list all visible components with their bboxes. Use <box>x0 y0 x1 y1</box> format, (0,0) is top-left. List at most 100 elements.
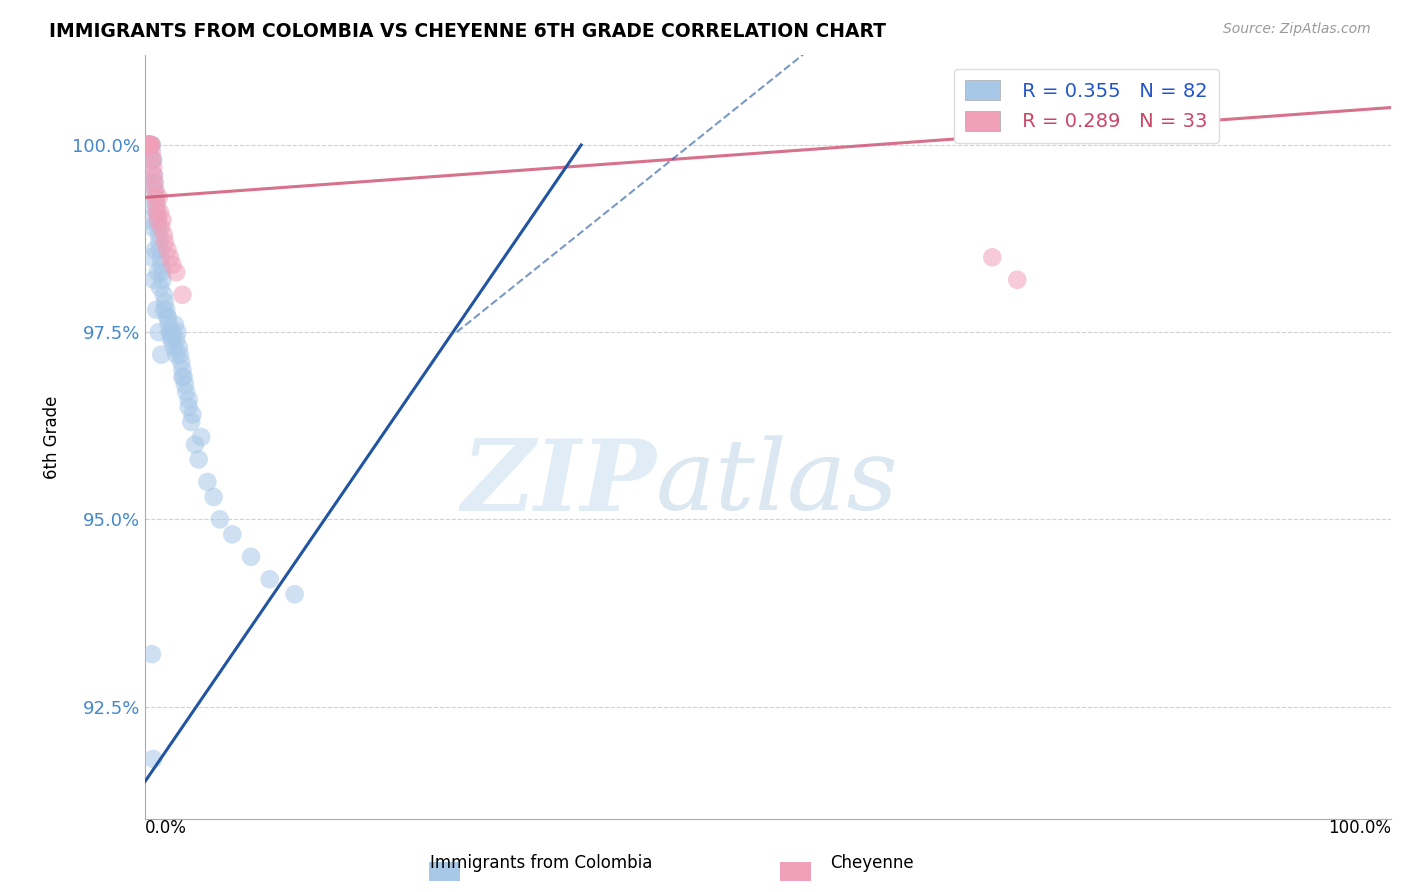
Point <box>159 325 181 339</box>
Text: Immigrants from Colombia: Immigrants from Colombia <box>430 855 652 872</box>
Point <box>145 302 167 317</box>
Point <box>141 647 163 661</box>
Point <box>152 302 174 317</box>
Point <box>138 138 160 153</box>
Point <box>162 333 184 347</box>
Point <box>141 138 163 153</box>
Point <box>146 220 169 235</box>
Point <box>152 212 174 227</box>
Point <box>149 250 172 264</box>
Point <box>136 138 159 153</box>
Point <box>177 392 200 407</box>
Point <box>169 348 191 362</box>
Point <box>138 138 160 153</box>
Point <box>173 370 195 384</box>
Point <box>162 325 184 339</box>
Point <box>146 265 169 279</box>
Point <box>153 235 176 250</box>
Point <box>138 138 160 153</box>
Point <box>143 183 166 197</box>
Point <box>142 153 165 167</box>
Point <box>150 348 173 362</box>
Point <box>148 235 170 250</box>
Point <box>135 138 157 153</box>
Point <box>143 183 166 197</box>
Point <box>162 258 184 272</box>
Point <box>136 138 159 153</box>
Point <box>163 318 186 332</box>
Point <box>141 138 163 153</box>
Point <box>152 287 174 301</box>
Point <box>139 138 162 153</box>
Point <box>172 370 194 384</box>
Point <box>187 452 209 467</box>
Point <box>197 475 219 489</box>
Point <box>152 227 174 242</box>
Point <box>174 385 197 400</box>
Point <box>136 138 159 153</box>
Point <box>156 310 179 325</box>
Point <box>150 265 173 279</box>
Point <box>159 250 181 264</box>
Point <box>136 138 159 153</box>
Point <box>145 198 167 212</box>
Point <box>981 250 1004 264</box>
Point <box>150 220 173 235</box>
Point <box>141 250 163 264</box>
Y-axis label: 6th Grade: 6th Grade <box>44 395 60 479</box>
Text: 0.0%: 0.0% <box>145 819 187 837</box>
Point <box>142 153 165 167</box>
Point <box>156 243 179 257</box>
Text: IMMIGRANTS FROM COLOMBIA VS CHEYENNE 6TH GRADE CORRELATION CHART: IMMIGRANTS FROM COLOMBIA VS CHEYENNE 6TH… <box>49 22 886 41</box>
Point <box>142 752 165 766</box>
Point <box>208 512 231 526</box>
Point <box>146 212 169 227</box>
Point <box>139 138 162 153</box>
Point <box>167 340 190 354</box>
Point <box>145 190 167 204</box>
Point <box>136 138 159 153</box>
Point <box>138 138 160 153</box>
Point <box>142 161 165 175</box>
Point <box>157 318 180 332</box>
Point <box>156 310 179 325</box>
Point <box>172 362 194 376</box>
Point <box>165 348 187 362</box>
Text: Cheyenne: Cheyenne <box>830 855 914 872</box>
Point <box>135 138 157 153</box>
Point <box>240 549 263 564</box>
Point <box>143 176 166 190</box>
Legend:  R = 0.355   N = 82,  R = 0.289   N = 33: R = 0.355 N = 82, R = 0.289 N = 33 <box>953 69 1219 143</box>
Point <box>136 138 159 153</box>
Point <box>148 325 170 339</box>
Point <box>284 587 307 601</box>
Text: atlas: atlas <box>657 435 898 531</box>
Point <box>150 258 173 272</box>
Point <box>184 437 207 451</box>
Point <box>146 205 169 219</box>
Point <box>149 205 172 219</box>
Point <box>149 243 172 257</box>
Point <box>138 212 160 227</box>
Point <box>143 243 166 257</box>
Point <box>180 415 202 429</box>
Point <box>142 153 165 167</box>
Point <box>142 220 165 235</box>
Point <box>177 400 200 414</box>
Text: 100.0%: 100.0% <box>1329 819 1391 837</box>
Point <box>146 212 169 227</box>
Point <box>160 333 183 347</box>
Point <box>190 430 212 444</box>
Point <box>142 168 165 182</box>
Point <box>139 138 162 153</box>
Point <box>141 145 163 160</box>
Point <box>163 340 186 354</box>
Point <box>149 280 172 294</box>
Point <box>221 527 243 541</box>
Point <box>202 490 225 504</box>
Point <box>259 572 281 586</box>
Point <box>135 138 157 153</box>
Point <box>153 295 176 310</box>
Text: Source: ZipAtlas.com: Source: ZipAtlas.com <box>1223 22 1371 37</box>
Point <box>136 176 159 190</box>
